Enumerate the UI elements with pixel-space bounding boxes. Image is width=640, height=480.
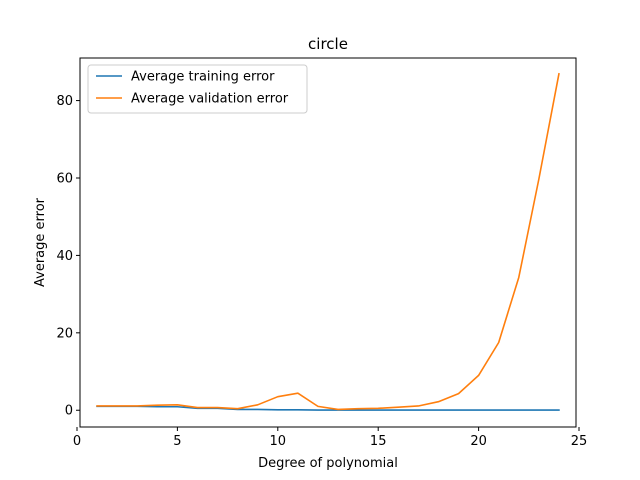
legend-label-2: Average validation error	[131, 92, 289, 107]
y-tick-label: 40	[56, 249, 73, 264]
x-axis-label: Degree of polynomial	[258, 456, 398, 471]
axes-frame	[79, 57, 577, 428]
y-axis-label: Average error	[33, 197, 48, 287]
y-tick-label: 20	[56, 326, 73, 341]
legend-box	[87, 64, 308, 114]
x-tick-label: 5	[173, 434, 181, 449]
legend: Average training error Average validation…	[87, 64, 308, 114]
ticks: 0 5 10 15 20 25 0 20 40 60 80	[56, 94, 587, 449]
y-tick-label: 80	[56, 94, 73, 109]
x-tick-label: 20	[470, 434, 487, 449]
chart-title: circle	[308, 35, 348, 53]
y-tick-label: 60	[56, 171, 73, 186]
x-tick-label: 10	[270, 434, 287, 449]
x-tick-label: 25	[571, 434, 588, 449]
x-tick-label: 0	[73, 434, 81, 449]
series-line-1	[96, 405, 560, 411]
y-tick-label: 0	[65, 404, 73, 419]
legend-label-1: Average training error	[131, 70, 275, 85]
plot-area	[96, 72, 560, 411]
x-tick-label: 15	[370, 434, 387, 449]
series-line-2	[96, 72, 560, 411]
